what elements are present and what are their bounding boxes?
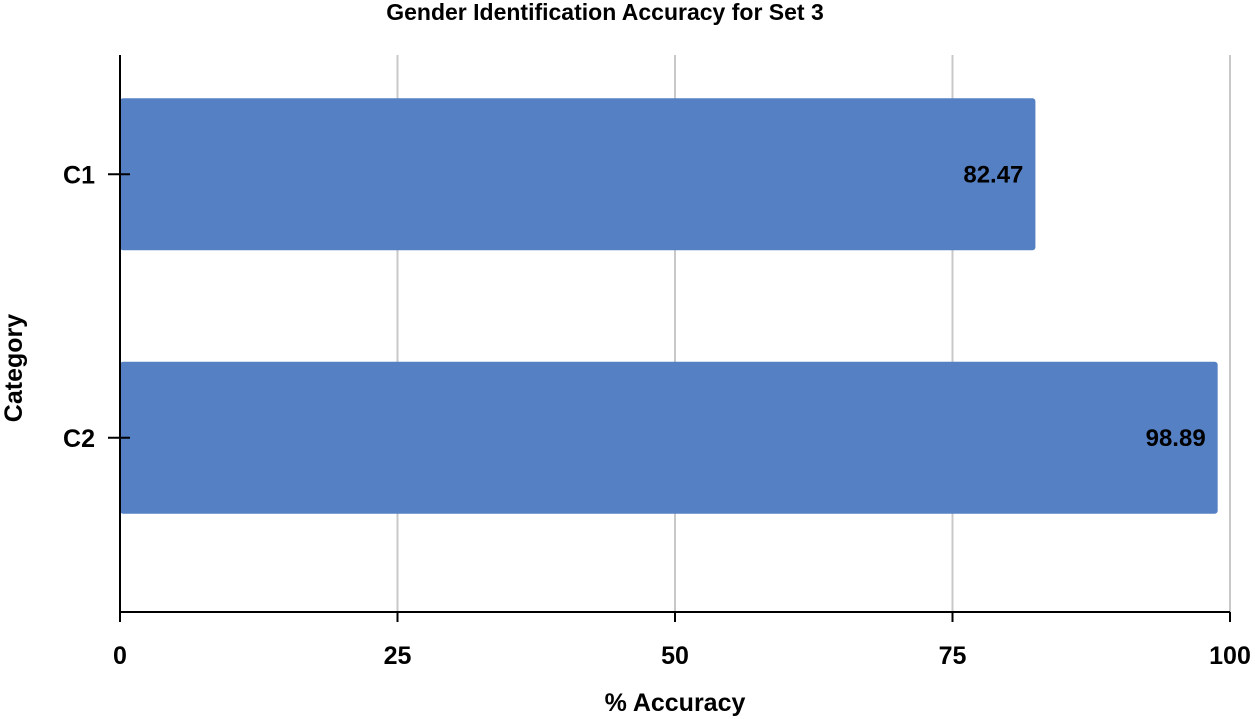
data-label-c1: 82.47 [963,161,1023,188]
bar-c1 [120,98,1036,251]
y-tick-label-c2: C2 [63,425,95,453]
y-axis-label: Category [0,314,28,422]
x-tick-label: 50 [661,642,689,670]
bars: 82.47 98.89 [120,98,1218,514]
x-tick-label: 75 [939,642,967,670]
x-tick-label: 100 [1209,642,1251,670]
bar-c2 [120,361,1218,514]
x-axis-ticks: 0 25 50 75 100 [113,612,1251,670]
x-axis-label: % Accuracy [605,689,746,717]
x-tick-label: 25 [384,642,412,670]
y-tick-label-c1: C1 [63,161,95,189]
data-label-c2: 98.89 [1146,425,1206,452]
chart-title: Gender Identification Accuracy for Set 3 [386,0,824,25]
y-axis-ticks: C1 C2 [63,161,130,453]
x-tick-label: 0 [113,642,127,670]
